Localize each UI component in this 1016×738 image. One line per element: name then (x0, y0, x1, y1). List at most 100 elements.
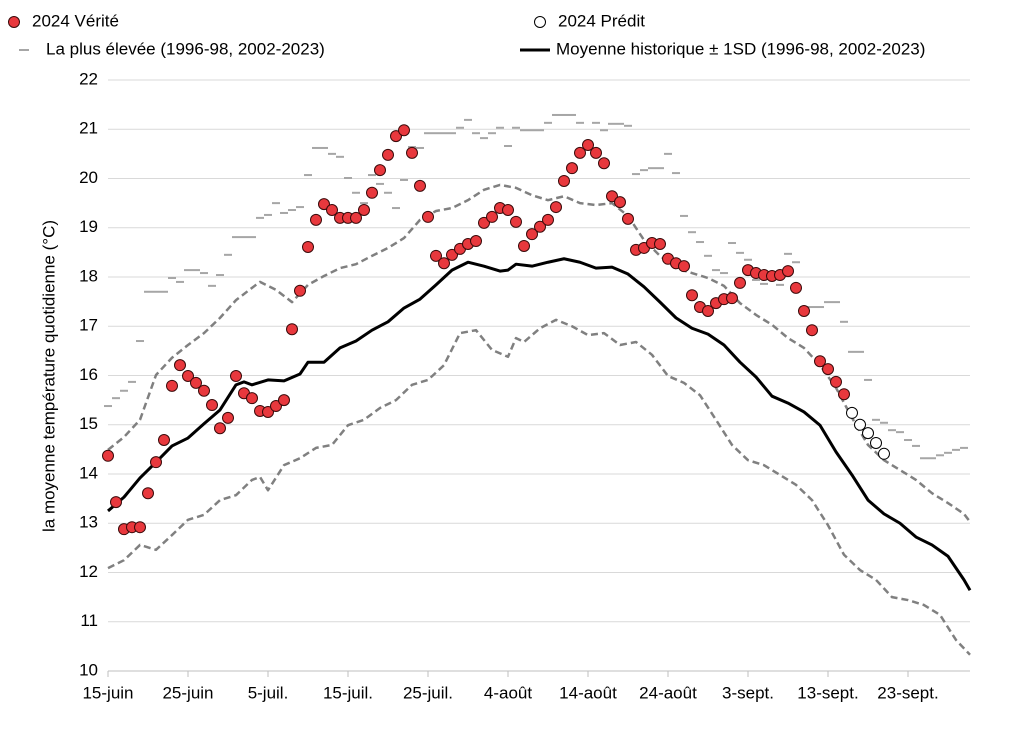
predicted-point (862, 427, 874, 440)
data-point (726, 292, 738, 305)
data-point (502, 204, 514, 217)
x-tick-label: 24-août (639, 683, 697, 702)
data-point (270, 400, 282, 413)
data-point (166, 379, 178, 392)
data-point (542, 213, 554, 226)
data-point (294, 284, 306, 297)
data-point (534, 220, 546, 233)
data-point (374, 164, 386, 177)
data-point (558, 174, 570, 187)
y-tick-label: 20 (79, 168, 98, 187)
y-tick-label: 12 (79, 562, 98, 581)
data-point (446, 248, 458, 261)
x-tick-label: 4-août (484, 683, 532, 702)
legend-label: 2024 Vérité (32, 11, 119, 30)
sd-line (107, 183, 971, 523)
data-point (790, 281, 802, 294)
data-point (678, 260, 690, 273)
mean-line (107, 257, 972, 591)
data-point (406, 146, 418, 159)
data-point (102, 449, 114, 462)
y-tick-label: 11 (80, 611, 98, 630)
data-point (606, 190, 618, 203)
data-point (838, 388, 850, 401)
data-point (582, 139, 594, 152)
data-point (262, 405, 274, 418)
y-tick-label: 13 (79, 513, 98, 532)
data-point (398, 124, 410, 137)
data-point (230, 369, 242, 382)
y-tick-label: 21 (79, 119, 98, 138)
x-tick-label: 15-juin (82, 683, 133, 702)
y-tick-label: 18 (79, 266, 98, 285)
data-point (110, 496, 122, 509)
data-point (150, 456, 162, 469)
data-point (734, 276, 746, 289)
x-tick-label: 25-juil. (403, 683, 453, 702)
data-point (654, 238, 666, 251)
data-point (422, 210, 434, 223)
y-tick-label: 22 (79, 69, 98, 88)
y-axis-label: la moyenne température quotidienne (°C) (39, 220, 58, 532)
predicted-point (878, 447, 890, 460)
data-point (134, 521, 146, 534)
data-point (574, 146, 586, 159)
data-point (614, 196, 626, 209)
y-tick-label: 16 (79, 365, 98, 384)
legend-marker (534, 16, 546, 28)
data-point (830, 375, 842, 388)
predicted-point (870, 436, 882, 449)
predicted-point (854, 418, 866, 431)
data-point (158, 434, 170, 447)
data-point (550, 201, 562, 214)
data-point (142, 487, 154, 500)
data-point (358, 204, 370, 217)
data-point (798, 304, 810, 317)
data-point (366, 186, 378, 199)
x-tick-label: 3-sept. (722, 683, 774, 702)
data-point (478, 216, 490, 229)
data-point (702, 304, 714, 317)
data-point (806, 324, 818, 337)
data-point (622, 212, 634, 225)
x-tick-label: 14-août (559, 683, 617, 702)
y-tick-label: 15 (79, 414, 98, 433)
x-tick-label: 23-sept. (877, 683, 938, 702)
data-point (182, 369, 194, 382)
y-tick-label: 17 (79, 316, 98, 335)
legend-marker (8, 16, 20, 28)
data-point (278, 394, 290, 407)
data-point (438, 257, 450, 270)
data-point (246, 392, 258, 405)
data-point (286, 323, 298, 336)
data-point (318, 198, 330, 211)
data-point (310, 213, 322, 226)
data-point (222, 411, 234, 424)
legend-label: Moyenne historique ± 1SD (1996-98, 2002-… (556, 39, 925, 58)
data-point (526, 228, 538, 241)
data-point (598, 157, 610, 170)
data-point (198, 384, 210, 397)
legend-label: 2024 Prédit (558, 11, 645, 30)
data-point (214, 422, 226, 435)
data-point (302, 240, 314, 253)
data-point (782, 265, 794, 278)
data-point (350, 211, 362, 224)
y-tick-label: 10 (79, 660, 98, 679)
data-point (414, 179, 426, 192)
data-point (206, 399, 218, 412)
predicted-point (846, 406, 858, 419)
y-tick-label: 19 (79, 217, 98, 236)
data-point (814, 355, 826, 368)
data-point (590, 146, 602, 159)
y-tick-label: 14 (79, 463, 98, 482)
sd-line (107, 318, 971, 656)
data-point (518, 239, 530, 252)
data-point (822, 363, 834, 376)
x-tick-label: 5-juil. (248, 683, 289, 702)
data-point (470, 235, 482, 248)
x-tick-label: 15-juil. (323, 683, 373, 702)
legend-label: La plus élevée (1996-98, 2002-2023) (46, 39, 325, 58)
data-point (510, 215, 522, 228)
